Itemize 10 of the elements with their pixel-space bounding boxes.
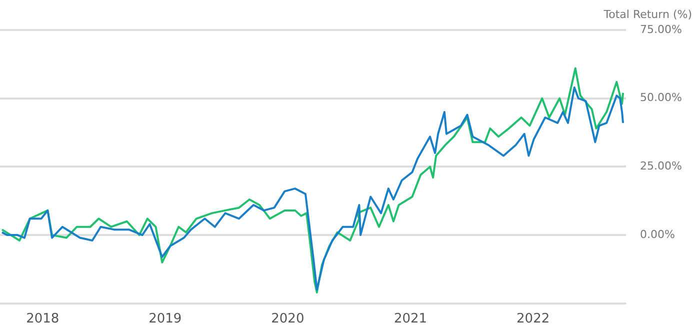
- x-tick-label: 2021: [394, 312, 428, 327]
- y-tick-label: 25.00%: [640, 160, 682, 173]
- x-tick-label: 2018: [26, 312, 60, 327]
- y-axis-title: Total Return (%): [604, 8, 692, 21]
- x-tick-label: 2020: [271, 312, 304, 327]
- x-tick-label: 2019: [148, 312, 182, 327]
- y-tick-label: 0.00%: [640, 228, 676, 241]
- y-tick-label: 50.00%: [640, 91, 682, 104]
- x-tick-label: 2022: [516, 312, 550, 327]
- y-tick-label: 75.00%: [640, 22, 682, 36]
